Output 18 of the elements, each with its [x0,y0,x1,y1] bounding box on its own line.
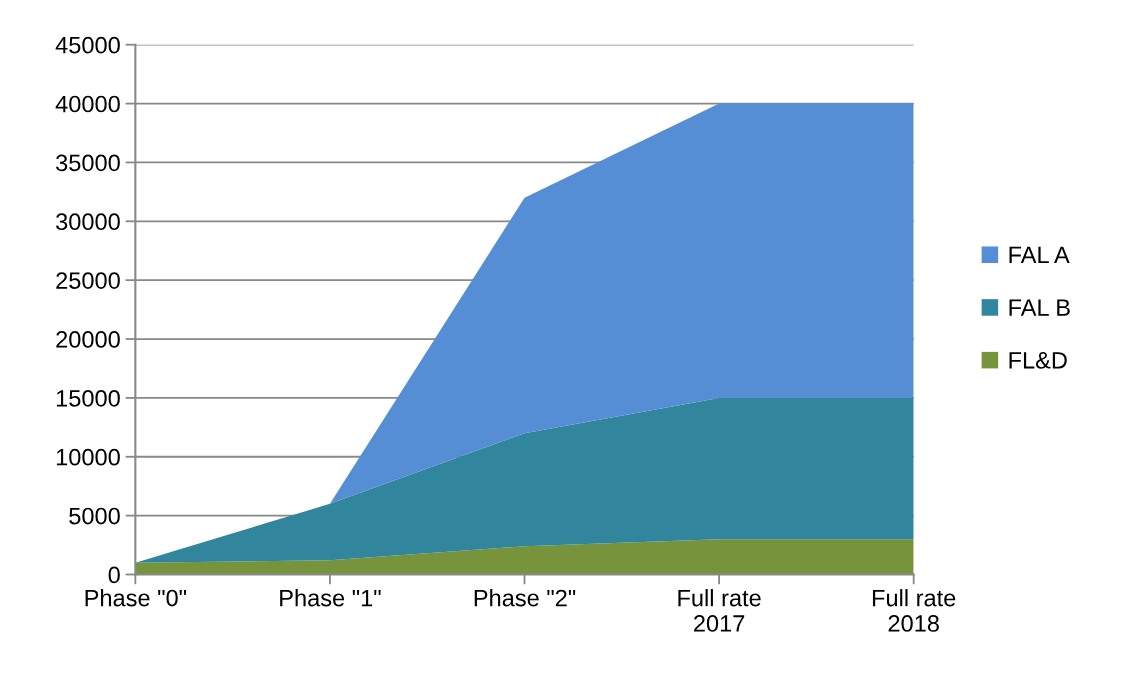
y-tick-label: 40000 [55,95,120,113]
y-tick-label: 10000 [56,448,120,466]
y-tick-label: 25000 [56,272,120,289]
x-tick-label: Phase "2" [474,589,576,607]
y-tick-label: 0 [108,566,120,584]
x-tick-label: Full rate 2018 [872,589,956,632]
x-tick-label: Phase "1" [280,589,381,607]
y-tick-label: 20000 [56,331,120,348]
x-tick-label: Phase "0" [85,589,187,607]
y-tick-label: 15000 [56,389,120,407]
legend-label: FAL A [1009,246,1070,263]
x-tick-label: Full rate 2017 [678,589,761,632]
y-tick-label: 35000 [56,154,120,172]
legend-label: FAL B [1009,299,1070,316]
y-tick-label: 30000 [56,213,120,231]
y-tick-label: 5000 [69,507,120,525]
legend-label: FL&D [1009,352,1067,369]
y-tick-label: 45000 [55,36,120,54]
